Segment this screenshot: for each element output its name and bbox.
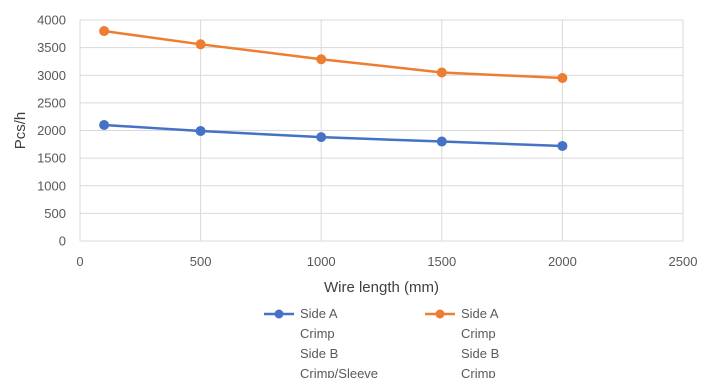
y-tick-label: 2000 (37, 123, 66, 138)
x-tick-label: 2000 (548, 254, 577, 269)
legend-marker (274, 309, 284, 319)
data-point (195, 39, 206, 50)
series-lines (99, 26, 568, 151)
y-tick-label: 3500 (37, 40, 66, 55)
grid-lines (79, 19, 684, 242)
x-tick-label: 1500 (427, 254, 456, 269)
y-tick-labels: 0 500 1000 1500 2000 2500 3000 3500 4000 (37, 13, 66, 249)
legend-label: Side A (300, 306, 338, 321)
legend-label: Crimp (461, 366, 496, 378)
legend-entry-2: Side A Crimp Side B Crimp (425, 306, 499, 378)
y-tick-label: 500 (44, 206, 66, 221)
y-tick-label: 0 (59, 234, 66, 249)
data-point (436, 136, 447, 147)
legend-label: Side B (461, 346, 499, 361)
series-2 (99, 26, 568, 84)
legend-label: Crimp (461, 326, 496, 341)
y-axis-title: Pcs/h (12, 112, 29, 150)
data-point (316, 132, 327, 143)
data-point (557, 73, 568, 84)
y-tick-label: 3000 (37, 68, 66, 83)
y-tick-label: 1000 (37, 178, 66, 193)
x-tick-label: 500 (190, 254, 212, 269)
data-point (99, 26, 110, 37)
series-line (103, 29, 563, 80)
x-tick-label: 2500 (669, 254, 698, 269)
legend-label: Crimp (300, 326, 335, 341)
x-tick-labels: 0 500 1000 1500 2000 2500 (76, 254, 697, 269)
x-tick-label: 1000 (307, 254, 336, 269)
x-axis-title: Wire length (mm) (324, 279, 439, 296)
legend: Side A Crimp Side B Crimp/Sleeve Side A Crimp… (264, 306, 499, 378)
series-1 (99, 119, 568, 151)
y-tick-label: 1500 (37, 151, 66, 166)
y-tick-label: 4000 (37, 13, 66, 28)
y-tick-label: 2500 (37, 95, 66, 110)
x-tick-label: 0 (76, 254, 83, 269)
series-line (104, 123, 563, 148)
legend-entry-1: Side A Crimp Side B Crimp/Sleeve (264, 306, 378, 378)
data-point (436, 67, 447, 78)
legend-marker (435, 309, 445, 319)
data-point (316, 54, 327, 65)
data-point (99, 119, 110, 130)
legend-label: Side A (461, 306, 499, 321)
data-point (557, 140, 568, 151)
legend-label: Crimp/Sleeve (300, 366, 378, 378)
legend-label: Side B (300, 346, 338, 361)
data-point (195, 126, 206, 137)
